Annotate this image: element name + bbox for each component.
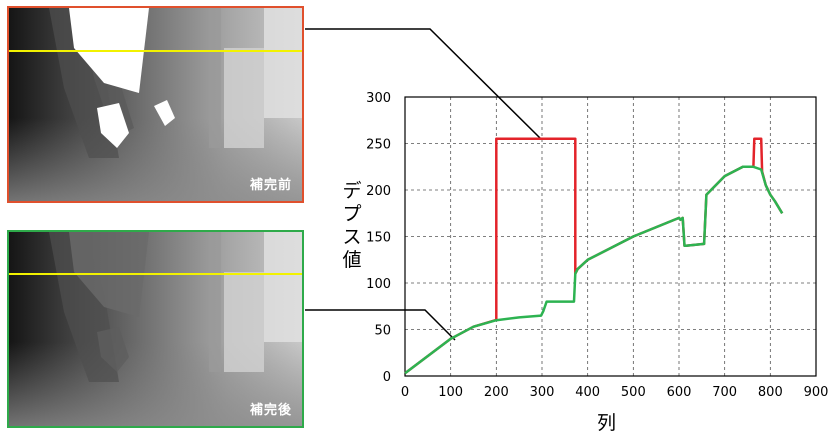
y-tick-label: 50: [374, 324, 391, 339]
connector-lines: [305, 28, 541, 341]
y-tick-label: 150: [366, 231, 391, 246]
x-tick-label: 800: [758, 385, 783, 400]
depth-map-after-panel: 補完後: [7, 230, 304, 428]
plot-area: [404, 96, 817, 377]
after-label: 補完後: [249, 403, 292, 418]
y-axis-ticks: 0 50 100 150 200 250 300: [366, 91, 391, 385]
depth-map-before-panel: 補完前: [7, 6, 304, 203]
x-tick-label: 400: [575, 385, 600, 400]
x-tick-label: 100: [438, 385, 463, 400]
x-axis-label: 列: [597, 412, 617, 434]
y-tick-label: 200: [366, 184, 391, 199]
x-tick-label: 0: [401, 385, 409, 400]
chart-series: [404, 137, 784, 375]
y-axis-label: デプス値: [342, 180, 362, 271]
depth-map-before-image: [9, 8, 302, 201]
y-tick-label: 0: [383, 370, 391, 385]
x-tick-label: 200: [484, 385, 509, 400]
x-tick-label: 500: [621, 385, 646, 400]
y-tick-label: 300: [366, 91, 391, 106]
connector-after: [305, 309, 456, 341]
x-axis-ticks: 0 100 200 300 400 500 600 700 800 900: [401, 385, 829, 400]
x-tick-label: 300: [530, 385, 555, 400]
x-tick-label: 700: [712, 385, 737, 400]
before-label: 補完前: [249, 178, 292, 193]
x-tick-label: 600: [667, 385, 692, 400]
connector-before: [305, 28, 541, 139]
depth-map-after-image: [9, 232, 302, 426]
y-tick-label: 100: [366, 277, 391, 292]
y-tick-label: 250: [366, 138, 391, 153]
x-tick-label: 900: [804, 385, 829, 400]
plot-frame: [404, 96, 817, 377]
series-line-2: [404, 165, 784, 375]
